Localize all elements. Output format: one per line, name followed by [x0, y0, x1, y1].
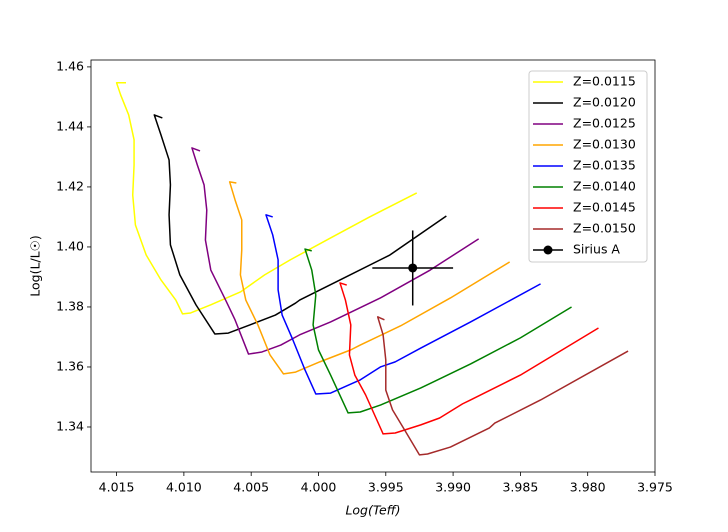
x-tick-label: 4.015 — [99, 480, 135, 495]
x-tick-label: 3.980 — [570, 480, 606, 495]
y-tick-label: 1.40 — [56, 238, 84, 253]
track-line — [153, 114, 447, 335]
y-tick-label: 1.36 — [56, 358, 84, 373]
legend-label: Z=0.0145 — [573, 200, 636, 215]
legend-label: Z=0.0135 — [573, 158, 636, 173]
legend-label: Z=0.0125 — [573, 116, 636, 131]
x-tick-label: 4.000 — [301, 480, 337, 495]
data-point — [408, 263, 418, 273]
y-tick-label: 1.34 — [56, 418, 84, 433]
legend-label: Z=0.0150 — [573, 221, 636, 236]
x-axis-label: Log(Teff) — [345, 503, 400, 518]
track-line — [339, 282, 599, 435]
y-axis-label: Log(L/L☉) — [28, 235, 43, 296]
y-tick-label: 1.42 — [56, 178, 84, 193]
legend-label: Sirius A — [573, 242, 620, 257]
x-tick-label: 3.990 — [435, 480, 471, 495]
x-tick-label: 3.995 — [368, 480, 404, 495]
legend-marker — [543, 245, 553, 255]
y-tick-label: 1.44 — [56, 118, 84, 133]
legend-label: Z=0.0130 — [573, 137, 636, 152]
legend-label: Z=0.0140 — [573, 179, 636, 194]
y-tick-label: 1.46 — [56, 58, 84, 73]
x-tick-label: 4.010 — [166, 480, 202, 495]
track-line — [228, 181, 511, 375]
plot-frame — [90, 59, 656, 473]
track-line — [191, 147, 480, 355]
legend: Z=0.0115 Z=0.0120 Z=0.0125 Z=0.0130 Z=0.0135… — [528, 70, 648, 263]
x-tick-label: 3.975 — [637, 480, 673, 495]
x-tick-label: 3.985 — [502, 480, 538, 495]
track-line — [265, 214, 541, 395]
x-tick-label: 4.005 — [233, 480, 269, 495]
legend-box — [528, 70, 648, 263]
track-line — [376, 316, 629, 456]
track-line — [115, 82, 418, 315]
legend-label: Z=0.0115 — [573, 74, 636, 89]
track-line — [304, 248, 572, 414]
y-tick-label: 1.38 — [56, 298, 84, 313]
legend-label: Z=0.0120 — [573, 95, 636, 110]
